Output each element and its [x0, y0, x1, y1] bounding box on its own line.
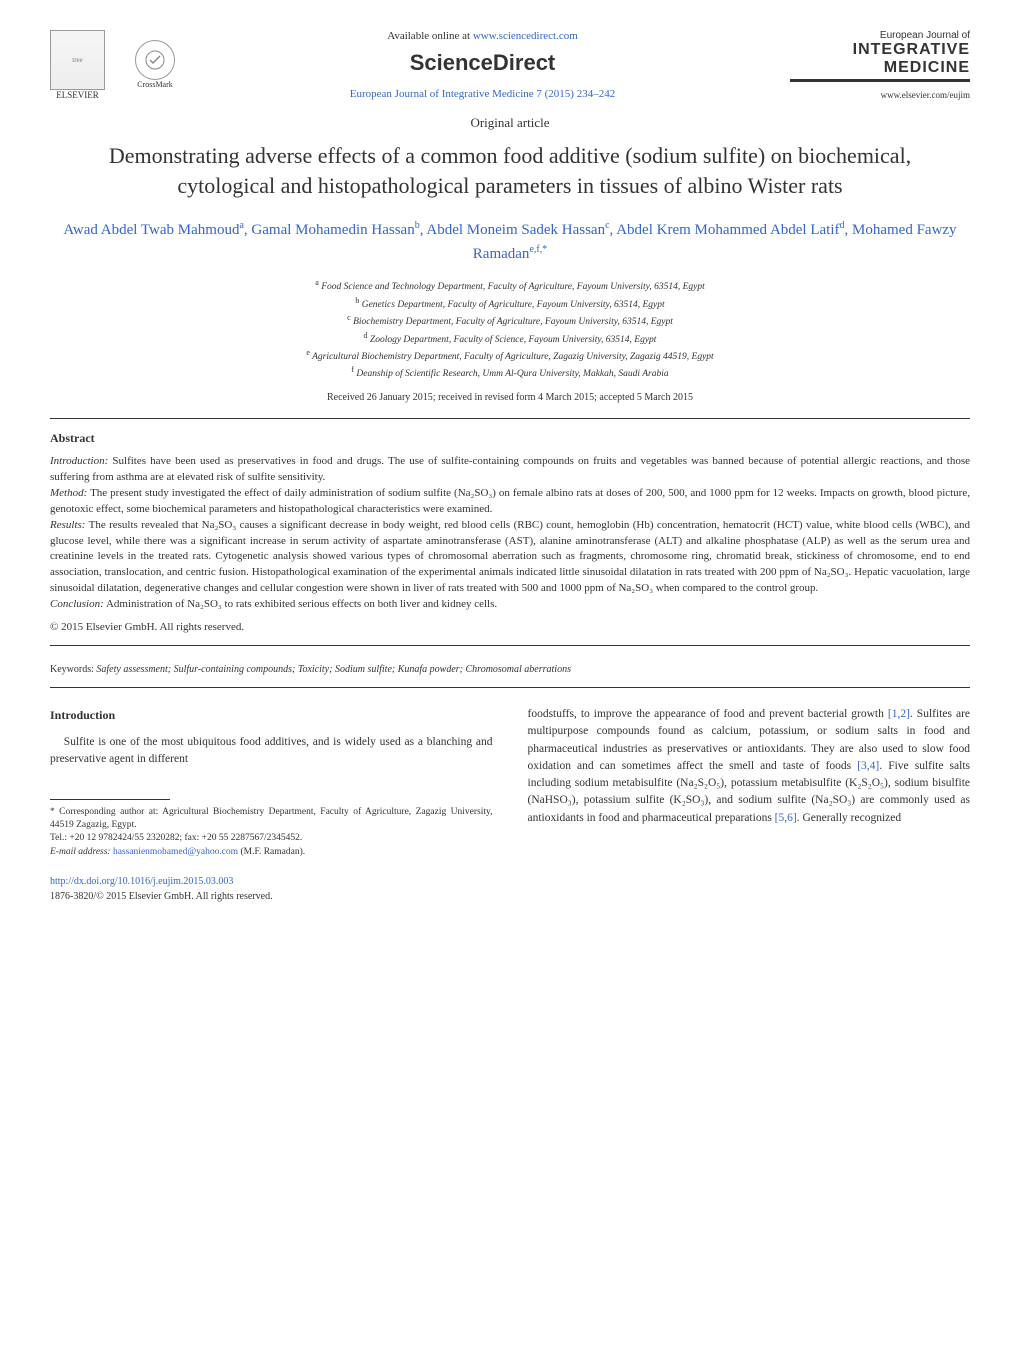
sciencedirect-brand: ScienceDirect — [195, 50, 770, 76]
right-text-1: foodstuffs, to improve the appearance of… — [528, 708, 888, 720]
doi-link[interactable]: http://dx.doi.org/10.1016/j.eujim.2015.0… — [50, 874, 493, 889]
abstract-conclusion: Administration of Na₂SO₃ to rats exhibit… — [106, 598, 497, 610]
abstract-copyright: © 2015 Elsevier GmbH. All rights reserve… — [50, 621, 970, 633]
keywords-line: Keywords: Safety assessment; Sulfur-cont… — [50, 664, 970, 675]
affiliation-line: d Zoology Department, Faculty of Science… — [50, 330, 970, 347]
crossmark-label: CrossMark — [137, 80, 173, 89]
tel-footnote: Tel.: +20 12 9782424/55 2320282; fax: +2… — [50, 832, 493, 845]
crossmark-icon — [135, 40, 175, 80]
journal-reference[interactable]: European Journal of Integrative Medicine… — [195, 88, 770, 100]
publisher-label: ELSEVIER — [56, 90, 99, 100]
page-header: tree ELSEVIER CrossMark Available online… — [50, 30, 970, 100]
abstract-method: The present study investigated the effec… — [50, 487, 970, 515]
journal-line3: MEDICINE — [790, 59, 970, 77]
abstract-intro: Sulfites have been used as preservatives… — [50, 455, 970, 483]
divider — [50, 418, 970, 419]
cite-5-6[interactable]: [5,6] — [775, 812, 797, 824]
affiliations: a Food Science and Technology Department… — [50, 277, 970, 381]
article-dates: Received 26 January 2015; received in re… — [50, 392, 970, 403]
abstract-intro-label: Introduction: — [50, 455, 108, 467]
article-type: Original article — [50, 115, 970, 131]
affiliation-line: f Deanship of Scientific Research, Umm A… — [50, 364, 970, 381]
email-suffix: (M.F. Ramadan). — [238, 847, 305, 857]
abstract-heading: Abstract — [50, 431, 970, 446]
header-left: tree ELSEVIER CrossMark — [50, 30, 175, 100]
keywords-label: Keywords: — [50, 664, 94, 675]
email-footnote: E-mail address: hassanienmohamed@yahoo.c… — [50, 846, 493, 859]
elsevier-logo: tree ELSEVIER — [50, 30, 105, 100]
header-right: European Journal of INTEGRATIVE MEDICINE… — [790, 30, 970, 100]
email-label: E-mail address: — [50, 847, 113, 857]
journal-line1: European Journal of — [790, 30, 970, 41]
footnote-rule — [50, 799, 170, 800]
article-title: Demonstrating adverse effects of a commo… — [70, 141, 950, 200]
cite-3-4[interactable]: [3,4] — [857, 760, 879, 772]
affiliation-line: c Biochemistry Department, Faculty of Ag… — [50, 312, 970, 329]
abstract-body: Introduction: Sulfites have been used as… — [50, 454, 970, 613]
intro-heading: Introduction — [50, 706, 493, 724]
journal-rule — [790, 79, 970, 82]
journal-title-box: European Journal of INTEGRATIVE MEDICINE — [790, 30, 970, 82]
left-column: Introduction Sulfite is one of the most … — [50, 706, 493, 904]
corr-label: * Corresponding author at: — [50, 807, 162, 817]
affiliation-line: e Agricultural Biochemistry Department, … — [50, 347, 970, 364]
header-center: Available online at www.sciencedirect.co… — [175, 30, 790, 100]
cite-1-2[interactable]: [1,2] — [888, 708, 910, 720]
corresponding-author-footnote: * Corresponding author at: Agricultural … — [50, 806, 493, 833]
email-link[interactable]: hassanienmohamed@yahoo.com — [113, 847, 238, 857]
crossmark-badge[interactable]: CrossMark — [135, 40, 175, 89]
journal-line2: INTEGRATIVE — [790, 41, 970, 59]
abstract-results-label: Results: — [50, 519, 85, 531]
divider — [50, 645, 970, 646]
right-text-4: . Generally recognized — [797, 812, 901, 824]
abstract-conclusion-label: Conclusion: — [50, 598, 104, 610]
keywords-text: Safety assessment; Sulfur-containing com… — [96, 664, 571, 675]
elsevier-tree-icon: tree — [50, 30, 105, 90]
intro-para-left: Sulfite is one of the most ubiquitous fo… — [50, 734, 493, 769]
body-columns: Introduction Sulfite is one of the most … — [50, 706, 970, 904]
divider — [50, 687, 970, 688]
author-list: Awad Abdel Twab Mahmouda, Gamal Mohamedi… — [50, 218, 970, 265]
sciencedirect-url[interactable]: www.sciencedirect.com — [473, 30, 578, 42]
affiliation-line: a Food Science and Technology Department… — [50, 277, 970, 294]
intro-para-right: foodstuffs, to improve the appearance of… — [528, 706, 971, 827]
available-prefix: Available online at — [387, 30, 473, 42]
affiliation-line: b Genetics Department, Faculty of Agricu… — [50, 295, 970, 312]
abstract-results: The results revealed that Na₂SO₃ causes … — [50, 519, 970, 595]
journal-homepage-url[interactable]: www.elsevier.com/eujim — [790, 90, 970, 100]
abstract-method-label: Method: — [50, 487, 87, 499]
available-online: Available online at www.sciencedirect.co… — [195, 30, 770, 42]
issn-line: 1876-3820/© 2015 Elsevier GmbH. All righ… — [50, 889, 493, 904]
right-column: foodstuffs, to improve the appearance of… — [528, 706, 971, 904]
